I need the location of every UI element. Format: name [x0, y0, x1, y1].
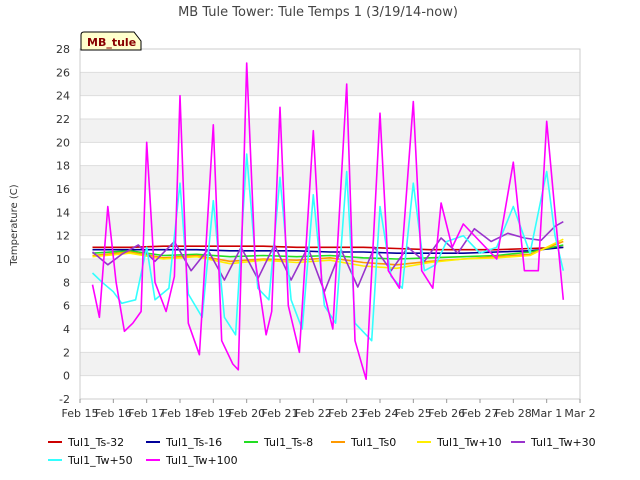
- x-tick-label: Feb 24: [362, 407, 399, 420]
- grid-band: [80, 119, 580, 143]
- y-tick-label: 4: [63, 323, 70, 336]
- series-line-tul1-tw-30: [91, 221, 564, 293]
- grid-band: [80, 72, 580, 96]
- x-tick-label: Feb 20: [228, 407, 265, 420]
- y-tick-label: 26: [56, 66, 70, 79]
- legend-label: Tul1_Tw+10: [436, 436, 502, 449]
- y-tick-label: 8: [63, 276, 70, 289]
- station-badge: MB_tule: [80, 31, 142, 51]
- plot-frame: [79, 48, 581, 400]
- x-tick-label: Feb 25: [395, 407, 432, 420]
- x-tick-label: Feb 27: [462, 407, 499, 420]
- legend-item: Tul1_Ts-8: [244, 436, 313, 449]
- x-tick-label: Feb 15: [62, 407, 99, 420]
- grid-band: [80, 165, 580, 189]
- legend-label: Tul1_Tw+50: [67, 454, 133, 467]
- station-label: MB_tule: [87, 36, 136, 49]
- legend-label: Tul1_Ts0: [350, 436, 396, 449]
- y-tick-label: 20: [56, 136, 70, 149]
- station-badge-box: [80, 31, 142, 51]
- y-tick-label: 0: [63, 370, 70, 383]
- x-tick-label: Feb 21: [262, 407, 299, 420]
- y-tick-label: 6: [63, 300, 70, 313]
- chart-title: MB Tule Tower: Tule Temps 1 (3/19/14-now…: [178, 5, 458, 20]
- x-tick-label: Feb 26: [428, 407, 465, 420]
- series-lines: [91, 62, 565, 380]
- grid-band: [80, 352, 580, 376]
- legend: Tul1_Ts-32 Tul1_Ts-16 Tul1_Ts-8 Tul1_Ts0 Tul…: [48, 436, 596, 467]
- x-tick-label: Feb 19: [195, 407, 232, 420]
- legend-item: Tul1_Ts-32: [48, 436, 124, 449]
- y-tick-label: 24: [56, 90, 70, 103]
- y-tick-label: 22: [56, 113, 70, 126]
- series-line-tul1-ts-32: [92, 245, 564, 251]
- x-tick-label: Feb 16: [95, 407, 132, 420]
- legend-label: Tul1_Ts-8: [263, 436, 313, 449]
- y-tick-label: 12: [56, 230, 70, 243]
- legend-item: Tul1_Tw+50: [48, 454, 133, 467]
- y-tick-label: 28: [56, 43, 70, 56]
- series-line-tul1-tw-50: [91, 153, 565, 342]
- y-tick-label: 14: [56, 206, 70, 219]
- y-tick-label: 2: [63, 346, 70, 359]
- y-tick-label: 10: [56, 253, 70, 266]
- x-tick-label: Feb 18: [162, 407, 199, 420]
- legend-item: Tul1_Ts0: [331, 436, 396, 449]
- legend-item: Tul1_Tw+100: [146, 454, 238, 467]
- x-tick-label: Feb 23: [328, 407, 365, 420]
- legend-item: Tul1_Tw+10: [417, 436, 502, 449]
- x-tick-label: Feb 28: [495, 407, 532, 420]
- legend-label: Tul1_Ts-32: [67, 436, 124, 449]
- x-tick-label: Mar 1: [531, 407, 562, 420]
- y-tick-label: 18: [56, 160, 70, 173]
- x-tick-label: Mar 2: [564, 407, 595, 420]
- series-line-tul1-tw-100: [91, 62, 565, 380]
- x-tick-label: Feb 22: [295, 407, 332, 420]
- y-axis-label: Temperature (C): [9, 184, 20, 266]
- legend-item: Tul1_Tw+30: [511, 436, 596, 449]
- x-tick-label: Feb 17: [128, 407, 165, 420]
- legend-label: Tul1_Ts-16: [165, 436, 222, 449]
- plot-background: [79, 48, 581, 400]
- y-tick-label: -2: [59, 393, 70, 406]
- legend-item: Tul1_Ts-16: [146, 436, 222, 449]
- legend-label: Tul1_Tw+100: [165, 454, 238, 467]
- y-tick-label: 16: [56, 183, 70, 196]
- legend-label: Tul1_Tw+30: [530, 436, 596, 449]
- grid-band: [80, 212, 580, 236]
